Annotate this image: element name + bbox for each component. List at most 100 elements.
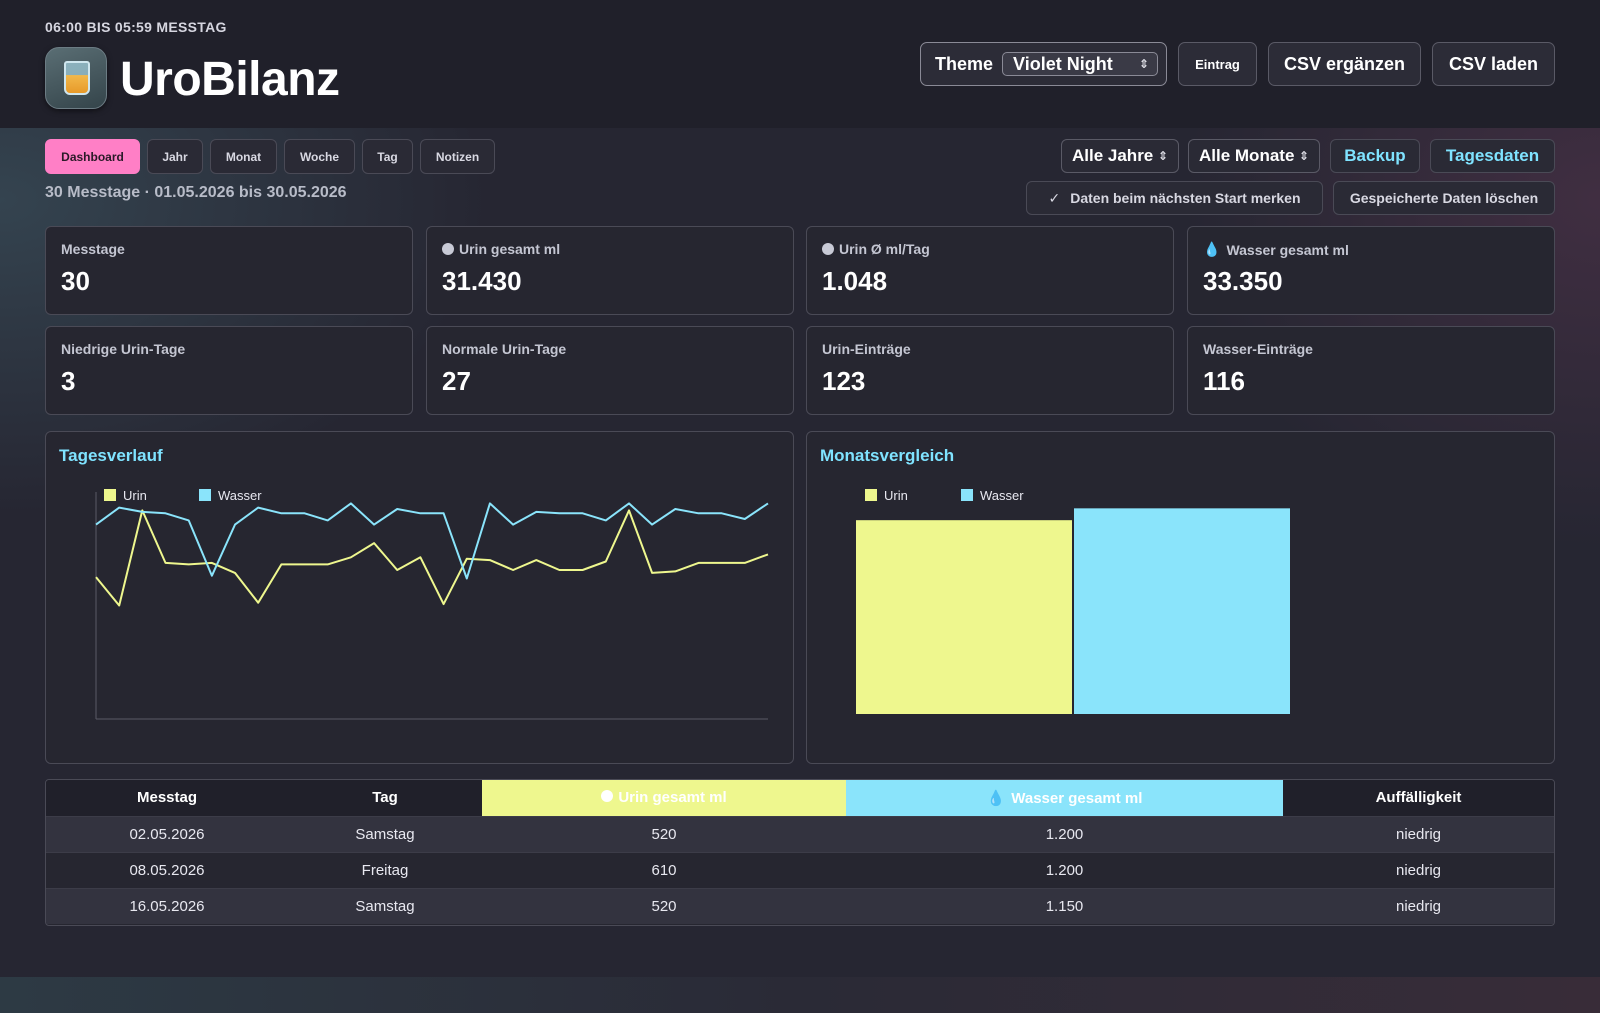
stat-value: 31.430 [442,266,522,296]
col-header-wasser-label: Wasser gesamt ml [1011,789,1143,807]
stat-label: 💧 Wasser gesamt ml [1203,241,1349,258]
entry-button[interactable]: Eintrag [1178,42,1257,86]
stat-label: Urin-Einträge [822,341,911,357]
tab-jahr[interactable]: Jahr [147,139,203,174]
theme-select[interactable]: Violet Night ⇕ [1002,52,1159,76]
cell-auffaelligkeit: niedrig [1283,815,1554,852]
checkmark-icon: ✓ [1048,189,1061,206]
stat-label-text: Normale Urin-Tage [442,341,567,357]
stat-card-wasser-gesamt: 💧 Wasser gesamt ml 33.350 [1187,226,1555,315]
remember-label: Daten beim nächsten Start merken [1070,190,1301,206]
stat-value: 3 [61,366,76,396]
updown-chevron-icon: ⇕ [1157,149,1168,163]
monthly-chart-title: Monatsvergleich [820,446,955,465]
theme-label: Theme [935,53,994,74]
tab-label: Woche [299,149,340,164]
theme-control: Theme Violet Night ⇕ [920,42,1167,86]
cell-wasser: 1.200 [846,851,1283,888]
stat-label-text: Wasser-Einträge [1203,341,1313,357]
app-header: 06:00 BIS 05:59 MESSTAG UroBilanz Theme … [0,0,1600,128]
stat-card-niedrige-tage: Niedrige Urin-Tage 3 [45,326,413,415]
stat-card-messtage: Messtage 30 [45,226,413,315]
delete-saved-data-button[interactable]: Gespeicherte Daten löschen [1333,181,1555,215]
csv-append-button[interactable]: CSV ergänzen [1268,42,1421,86]
csv-load-label: CSV laden [1448,53,1539,74]
updown-chevron-icon: ⇕ [1298,149,1309,163]
cell-messtag: 08.05.2026 [46,851,288,888]
col-header-tag[interactable]: Tag [288,780,482,816]
tab-label: Jahr [162,149,188,164]
table-row[interactable]: 16.05.2026 Samstag 520 1.150 niedrig [46,887,1554,924]
csv-load-button[interactable]: CSV laden [1432,42,1555,86]
col-header-messtag[interactable]: Messtag [46,780,288,816]
table-row[interactable]: 08.05.2026 Freitag 610 1.200 niedrig [46,851,1554,888]
delete-label: Gespeicherte Daten löschen [1349,190,1539,206]
stat-label: Wasser-Einträge [1203,341,1313,357]
series-line-wasser [95,502,769,580]
cell-urin: 520 [482,887,846,924]
tab-dashboard[interactable]: Dashboard [45,139,140,174]
tab-woche[interactable]: Woche [284,139,355,174]
cell-messtag: 02.05.2026 [46,815,288,852]
col-header-urin-label: Urin gesamt ml [618,789,727,807]
theme-select-value: Violet Night [1013,53,1113,74]
tab-label: Monat [225,149,262,164]
stat-label-text: Messtage [61,241,125,257]
col-header-auffaelligkeit[interactable]: Auffälligkeit [1283,780,1554,816]
stat-value: 33.350 [1203,266,1283,296]
stat-label-text: Wasser gesamt ml [1226,241,1349,258]
stat-card-normale-tage: Normale Urin-Tage 27 [426,326,794,415]
year-select[interactable]: Alle Jahre ⇕ [1061,139,1179,173]
bar-urin [856,520,1072,714]
stat-card-urin-avg: Urin Ø ml/Tag 1.048 [806,226,1174,315]
legend-swatch-wasser [961,489,973,501]
daily-data-label: Tagesdaten [1445,146,1540,165]
month-select[interactable]: Alle Monate ⇕ [1188,139,1320,173]
water-drop-icon: 💧 [986,789,1006,807]
tab-notizen[interactable]: Notizen [420,139,495,174]
backup-button[interactable]: Backup [1330,139,1420,173]
stat-card-urin-gesamt: Urin gesamt ml 31.430 [426,226,794,315]
cell-tag: Freitag [288,851,482,888]
app-logo-icon [45,47,107,109]
remember-data-toggle[interactable]: ✓ Daten beim nächsten Start merken [1026,181,1323,215]
stat-label-text: Urin gesamt ml [459,241,561,257]
legend-swatch-urin [104,489,116,501]
stat-value: 30 [61,266,90,296]
stat-value: 27 [442,366,471,396]
stat-label: Niedrige Urin-Tage [61,341,185,357]
backup-label: Backup [1344,146,1406,165]
cell-urin: 520 [482,815,846,852]
table-row[interactable]: 02.05.2026 Samstag 520 1.200 niedrig [46,815,1554,852]
cell-wasser: 1.200 [846,815,1283,852]
tab-label: Notizen [435,149,480,164]
legend-swatch-wasser [199,489,211,501]
stat-value: 116 [1203,366,1245,396]
cell-tag: Samstag [288,887,482,924]
legend-swatch-urin [865,489,877,501]
cell-messtag: 16.05.2026 [46,887,288,924]
tab-tag[interactable]: Tag [362,139,413,174]
cell-auffaelligkeit: niedrig [1283,887,1554,924]
stat-card-urin-eintraege: Urin-Einträge 123 [806,326,1174,415]
stat-label: Urin Ø ml/Tag [822,241,930,257]
col-header-urin[interactable]: Urin gesamt ml [482,780,846,816]
legend-label-wasser: Wasser [980,488,1024,503]
stat-label: Urin gesamt ml [442,241,560,257]
entry-button-label: Eintrag [1195,56,1240,72]
circle-dot-icon [822,243,834,255]
circle-dot-icon [601,790,614,803]
stat-label-text: Urin Ø ml/Tag [839,241,930,257]
tab-monat[interactable]: Monat [210,139,277,174]
tab-label: Dashboard [61,149,124,164]
daily-data-button[interactable]: Tagesdaten [1430,139,1555,173]
footer-strip [0,977,1600,1013]
measure-day-subtitle: 06:00 BIS 05:59 MESSTAG [45,19,227,35]
csv-append-label: CSV ergänzen [1283,53,1406,74]
legend-label-wasser: Wasser [218,488,262,503]
col-header-wasser[interactable]: 💧 Wasser gesamt ml [846,780,1283,816]
stat-label: Messtage [61,241,125,257]
stat-label: Normale Urin-Tage [442,341,566,357]
cell-tag: Samstag [288,815,482,852]
cell-urin: 610 [482,851,846,888]
